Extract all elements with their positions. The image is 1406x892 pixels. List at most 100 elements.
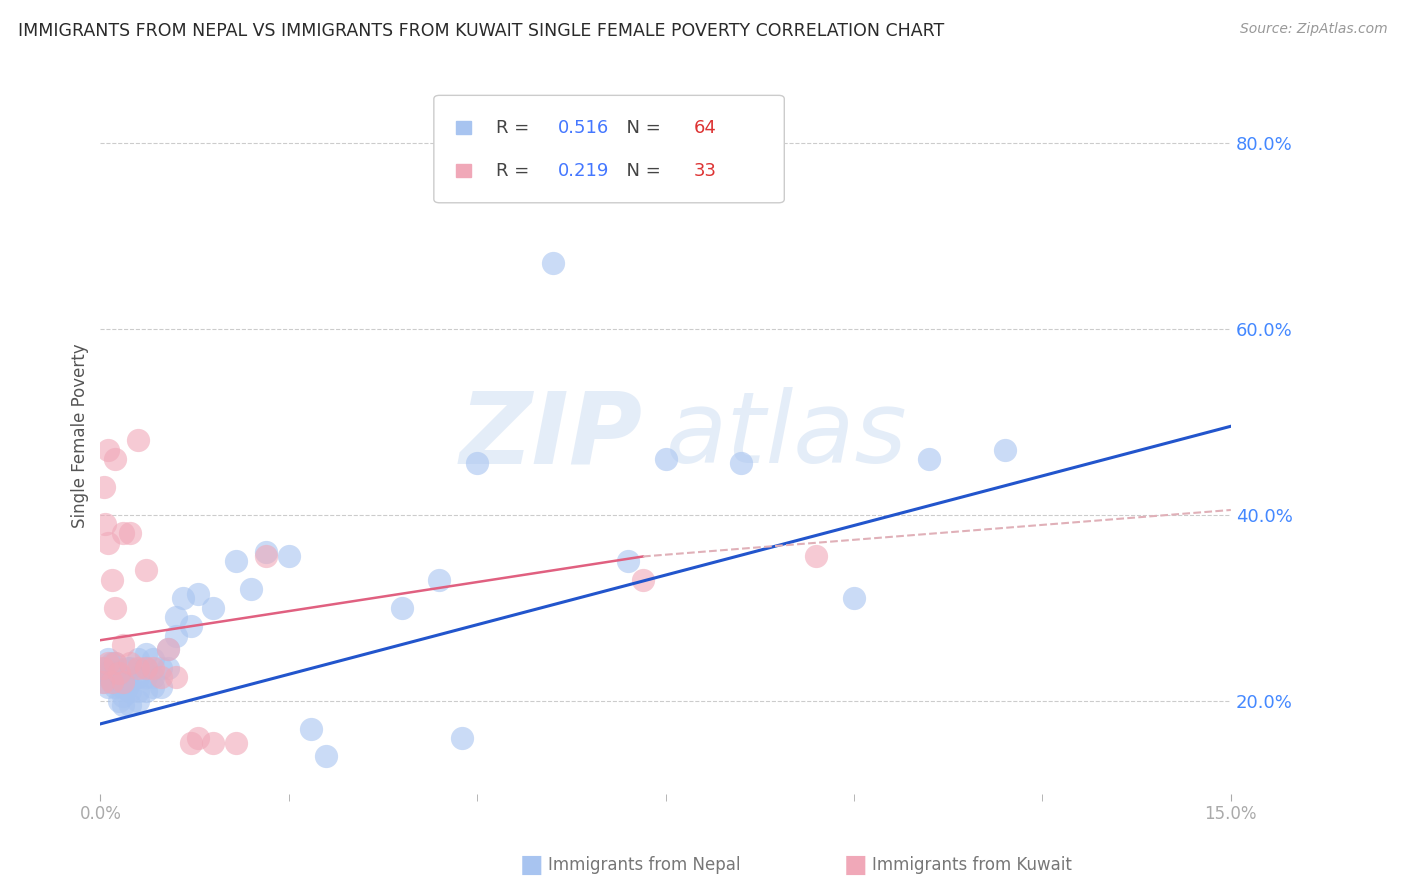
Point (157, 642, 180, 657)
Point (918, 451, 941, 466)
Point (149, 661, 172, 675)
Point (104, 665, 127, 680)
Point (451, 731, 474, 745)
Point (225, 735, 247, 749)
Point (135, 647, 157, 661)
Point (391, 600, 413, 615)
Point (654, 451, 676, 466)
Point (135, 684, 157, 698)
Point (100, 675, 122, 690)
Point (100, 665, 122, 680)
Point (108, 693, 131, 707)
Point (108, 675, 131, 690)
Point (93, 675, 115, 690)
Point (120, 657, 142, 671)
Point (93, 661, 115, 675)
Point (97, 657, 120, 671)
Point (111, 675, 134, 690)
Point (108, 665, 131, 680)
Text: ZIP: ZIP (460, 387, 643, 484)
Point (142, 680, 165, 694)
Point (111, 689, 134, 703)
Point (127, 693, 149, 707)
Point (97, 442, 120, 457)
Point (165, 670, 187, 684)
Text: 0.219: 0.219 (558, 161, 610, 179)
Point (135, 670, 157, 684)
Point (187, 587, 209, 601)
Point (202, 735, 225, 749)
Point (127, 661, 149, 675)
Point (842, 591, 865, 606)
Point (104, 680, 127, 694)
Point (202, 600, 225, 615)
Point (541, 256, 564, 270)
Point (127, 684, 149, 698)
Point (127, 434, 149, 448)
Y-axis label: Single Female Poverty: Single Female Poverty (72, 343, 89, 528)
Text: N =: N = (614, 119, 666, 136)
Point (315, 749, 337, 764)
Text: Immigrants from Nepal: Immigrants from Nepal (548, 856, 741, 874)
FancyBboxPatch shape (457, 121, 471, 134)
Text: 64: 64 (693, 119, 717, 136)
Text: Source: ZipAtlas.com: Source: ZipAtlas.com (1240, 22, 1388, 37)
Point (135, 563, 157, 577)
Point (994, 442, 1017, 457)
FancyBboxPatch shape (457, 164, 471, 177)
Text: atlas: atlas (665, 387, 907, 484)
Point (165, 628, 187, 642)
Point (730, 457, 752, 471)
Point (165, 610, 187, 624)
Text: IMMIGRANTS FROM NEPAL VS IMMIGRANTS FROM KUWAIT SINGLE FEMALE POVERTY CORRELATIO: IMMIGRANTS FROM NEPAL VS IMMIGRANTS FROM… (18, 22, 945, 40)
Point (254, 545, 277, 559)
Point (100, 657, 122, 671)
Point (104, 600, 127, 615)
Point (111, 698, 134, 713)
Point (120, 661, 142, 675)
Point (120, 675, 142, 690)
Point (111, 680, 134, 694)
Point (93, 480, 115, 494)
Text: R =: R = (496, 161, 536, 179)
Point (104, 657, 127, 671)
Point (120, 526, 142, 541)
Point (104, 451, 127, 466)
Point (97, 680, 120, 694)
Point (127, 652, 149, 666)
Point (157, 661, 180, 675)
Point (93, 675, 115, 690)
Point (111, 638, 134, 652)
Point (429, 573, 451, 587)
Point (135, 661, 157, 675)
Point (104, 670, 127, 684)
Point (149, 680, 172, 694)
Point (225, 554, 247, 568)
Text: ■: ■ (520, 854, 544, 877)
Point (465, 457, 488, 471)
Point (97, 670, 120, 684)
Point (115, 661, 138, 675)
Point (111, 670, 134, 684)
Point (180, 619, 202, 633)
Point (120, 698, 142, 713)
Point (157, 642, 180, 657)
Point (115, 675, 138, 690)
Point (631, 573, 654, 587)
Point (254, 549, 277, 564)
Point (172, 591, 194, 606)
Point (299, 722, 322, 736)
Text: 33: 33 (693, 161, 717, 179)
Point (277, 549, 299, 564)
Point (149, 670, 172, 684)
Point (240, 582, 263, 596)
Point (93, 661, 115, 675)
Point (100, 675, 122, 690)
Text: 0.516: 0.516 (558, 119, 609, 136)
Point (617, 554, 640, 568)
Text: R =: R = (496, 119, 536, 136)
Point (120, 684, 142, 698)
FancyBboxPatch shape (434, 95, 785, 202)
Point (100, 573, 122, 587)
Text: ■: ■ (844, 854, 868, 877)
